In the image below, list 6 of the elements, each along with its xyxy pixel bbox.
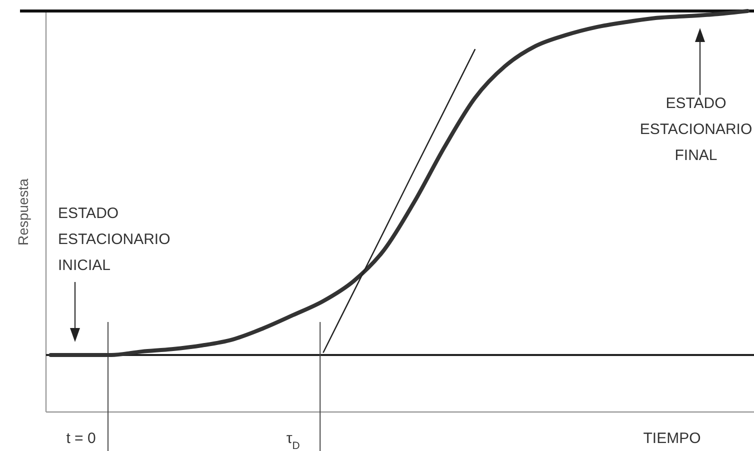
y-axis-title: Respuesta	[15, 178, 31, 246]
x-tick-label: t = 0	[66, 430, 96, 447]
annotation: ESTADO ESTACIONARIO FINAL	[640, 95, 752, 164]
x-tick-label: τ$_{D}$	[286, 430, 300, 451]
x-axis-title: TIEMPO	[643, 430, 701, 447]
annotation: ESTADO ESTACIONARIO INICIAL	[58, 205, 170, 274]
